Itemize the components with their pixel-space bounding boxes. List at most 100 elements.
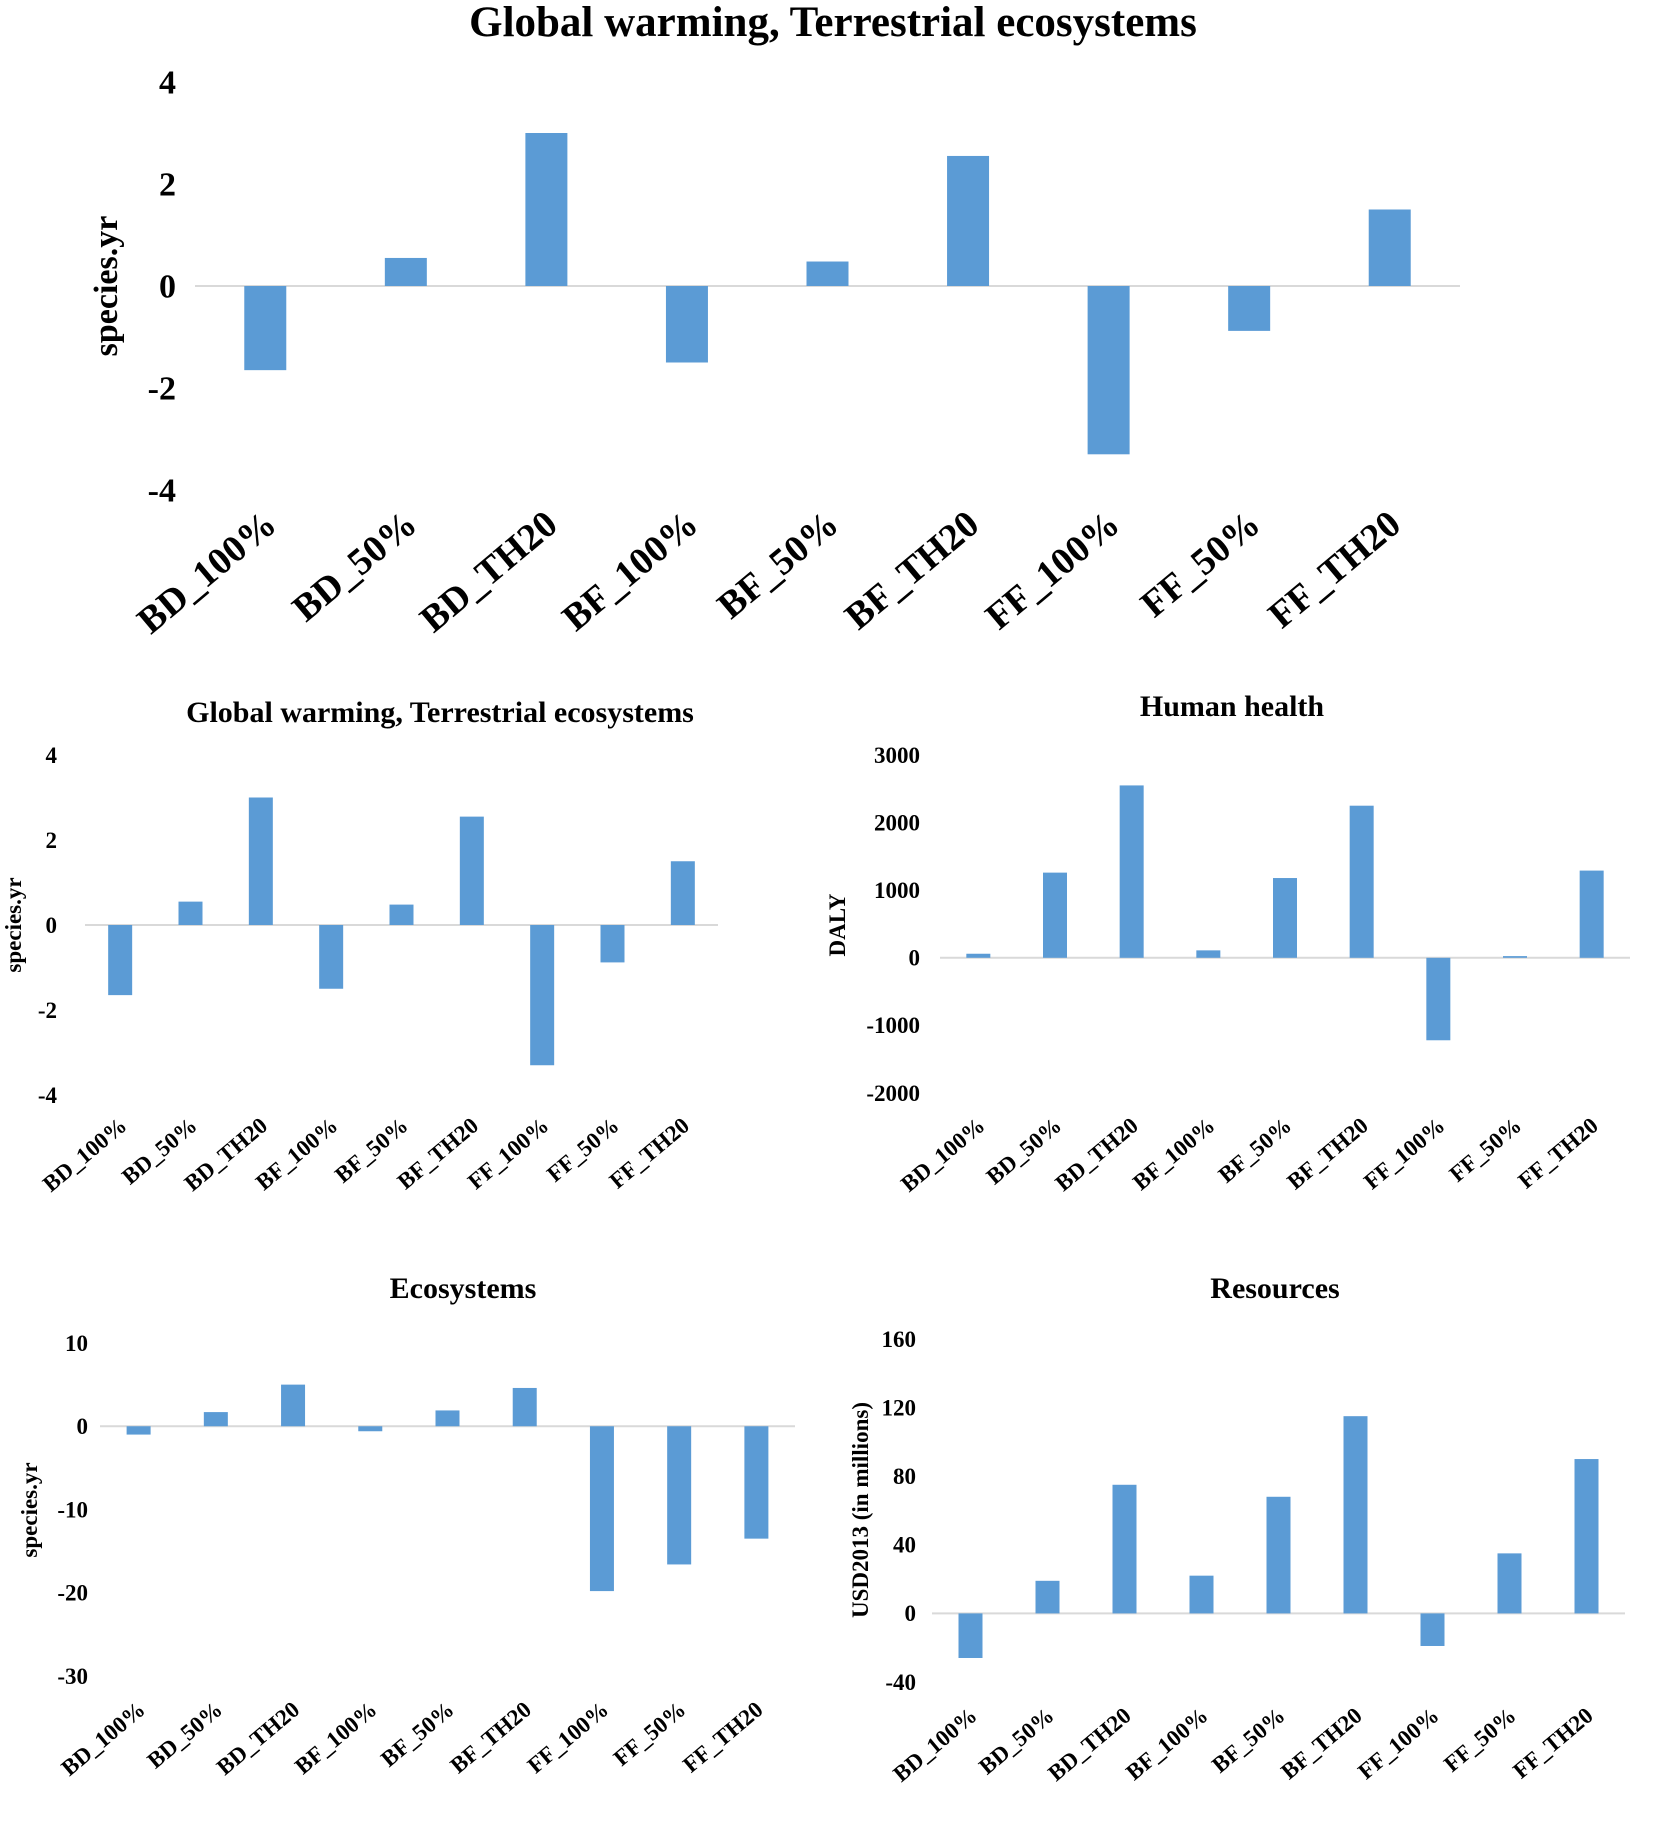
bar-ff-50- bbox=[600, 925, 625, 963]
x-tick-label: BD_50% bbox=[285, 503, 425, 630]
bar-ff-100- bbox=[1420, 1613, 1445, 1646]
bar-bd-50- bbox=[178, 901, 203, 925]
y-tick-label: -1000 bbox=[866, 1013, 920, 1038]
bar-ff-100- bbox=[589, 1426, 614, 1592]
y-tick-label: 4 bbox=[159, 65, 176, 102]
y-tick-label: 0 bbox=[46, 913, 58, 938]
bar-bf-50- bbox=[806, 261, 849, 286]
y-tick-label: 40 bbox=[893, 1533, 916, 1558]
chart-2: Global warming, Terrestrial ecosystems sp… bbox=[1, 696, 718, 1197]
y-tick-label: -2 bbox=[38, 998, 57, 1023]
bar-bd-100- bbox=[966, 953, 991, 958]
x-tick-label: BD_100% bbox=[896, 1113, 989, 1197]
bar-bd-th20 bbox=[1119, 785, 1144, 958]
x-tick-label: BD_100% bbox=[130, 503, 285, 642]
bar-bf-100- bbox=[358, 1426, 383, 1432]
chart-title: Global warming, Terrestrial ecosystems bbox=[186, 696, 694, 729]
x-tick-label: BD_TH20 bbox=[212, 1697, 304, 1780]
chart-title: Global warming, Terrestrial ecosystems bbox=[469, 0, 1197, 46]
y-tick-label: 2 bbox=[159, 167, 176, 204]
bar-bd-th20 bbox=[525, 133, 568, 286]
y-tick-label: -10 bbox=[57, 1497, 88, 1522]
y-tick-label: 160 bbox=[882, 1327, 917, 1352]
x-tick-label: BF_100% bbox=[555, 503, 707, 640]
x-tick-label: BF_100% bbox=[1128, 1113, 1219, 1195]
bar-bf-th20 bbox=[512, 1387, 537, 1427]
y-tick-label: -4 bbox=[148, 473, 176, 510]
bar-ff-50- bbox=[1497, 1553, 1522, 1614]
bar-bd-th20 bbox=[248, 797, 273, 925]
y-axis-label: USD2013 (in millions) bbox=[848, 1402, 873, 1618]
chart-title: Resources bbox=[1210, 1272, 1339, 1305]
bar-bd-50- bbox=[384, 257, 427, 286]
bar-bf-th20 bbox=[1343, 1416, 1368, 1614]
x-tick-label: BD_TH20 bbox=[1050, 1113, 1142, 1196]
x-tick-label: FF_100% bbox=[978, 503, 1128, 638]
bar-bf-th20 bbox=[1349, 805, 1374, 958]
x-tick-label: FF_TH20 bbox=[1261, 503, 1409, 637]
bar-bf-100- bbox=[1189, 1575, 1214, 1614]
x-tick-label: FF_100% bbox=[523, 1697, 613, 1779]
bar-bf-100- bbox=[319, 925, 344, 989]
bar-bd-100- bbox=[958, 1613, 983, 1658]
bar-bf-th20 bbox=[947, 155, 990, 286]
bar-ff-50- bbox=[1228, 286, 1271, 331]
x-tick-label: FF_TH20 bbox=[1508, 1703, 1597, 1784]
x-tick-label: BD_100% bbox=[38, 1113, 131, 1197]
chart-5: Resources USD2013 (in millions) 160 120 80 40… bbox=[848, 1272, 1625, 1787]
bar-ff-50- bbox=[1503, 956, 1527, 958]
bar-bf-50- bbox=[389, 904, 414, 925]
x-tick-label: BD_TH20 bbox=[1043, 1703, 1135, 1786]
bar-ff-100- bbox=[530, 925, 555, 1066]
y-axis-label: species.yr bbox=[17, 1462, 42, 1557]
x-tick-label: BD_TH20 bbox=[412, 503, 565, 641]
x-tick-label: BF_TH20 bbox=[1282, 1113, 1372, 1195]
y-tick-label: 4 bbox=[46, 743, 58, 768]
chart-1: Global warming, Terrestrial ecosystems sp… bbox=[88, 0, 1460, 642]
bar-bd-100- bbox=[126, 1426, 151, 1435]
bar-ff-100- bbox=[1426, 957, 1451, 1041]
y-tick-label: 2000 bbox=[874, 810, 920, 835]
bar-bf-50- bbox=[435, 1410, 460, 1427]
x-tick-label: FF_TH20 bbox=[605, 1113, 694, 1194]
bar-bf-th20 bbox=[459, 816, 484, 925]
y-tick-label: 2 bbox=[46, 828, 58, 853]
bar-bd-50- bbox=[203, 1412, 228, 1427]
bar-bd-100- bbox=[244, 286, 287, 371]
x-tick-label: FF_TH20 bbox=[678, 1697, 767, 1778]
x-tick-label: BD_100% bbox=[888, 1703, 981, 1787]
x-tick-label: FF_50% bbox=[1133, 503, 1268, 626]
x-tick-label: BD_100% bbox=[56, 1697, 149, 1781]
y-axis-label: species.yr bbox=[88, 216, 125, 357]
bar-bd-th20 bbox=[281, 1384, 306, 1427]
y-tick-label: -4 bbox=[38, 1083, 58, 1108]
y-tick-label: 120 bbox=[882, 1395, 917, 1420]
bar-bf-50- bbox=[1273, 878, 1297, 958]
x-tick-label: BF_100% bbox=[290, 1697, 381, 1779]
chart-title: Ecosystems bbox=[390, 1272, 537, 1305]
y-tick-label: 0 bbox=[909, 946, 921, 971]
x-tick-label: BF_50% bbox=[710, 503, 847, 627]
y-axis-label: species.yr bbox=[1, 877, 26, 972]
bar-ff-th20 bbox=[1579, 870, 1604, 958]
chart-title: Human health bbox=[1140, 690, 1325, 723]
y-axis-label: DALY bbox=[825, 893, 850, 956]
bar-bd-th20 bbox=[1112, 1484, 1137, 1614]
bar-ff-th20 bbox=[670, 861, 695, 925]
y-tick-label: 1000 bbox=[874, 878, 920, 903]
chart-3: Human health DALY 3000 2000 1000 0 -1000 -2000 B… bbox=[825, 690, 1630, 1197]
bar-bf-50- bbox=[1266, 1496, 1291, 1614]
x-tick-label: FF_TH20 bbox=[1513, 1113, 1602, 1194]
bar-ff-50- bbox=[667, 1426, 692, 1565]
x-tick-label: FF_100% bbox=[1353, 1703, 1443, 1785]
bar-bd-50- bbox=[1043, 872, 1067, 958]
y-tick-label: 80 bbox=[893, 1464, 916, 1489]
y-tick-label: 10 bbox=[65, 1331, 88, 1356]
y-tick-label: -2 bbox=[148, 371, 176, 408]
bar-bd-100- bbox=[108, 925, 133, 996]
y-tick-label: -20 bbox=[57, 1581, 88, 1606]
y-tick-label: 3000 bbox=[874, 743, 920, 768]
y-tick-label: -40 bbox=[885, 1670, 916, 1695]
bar-ff-100- bbox=[1087, 286, 1130, 455]
